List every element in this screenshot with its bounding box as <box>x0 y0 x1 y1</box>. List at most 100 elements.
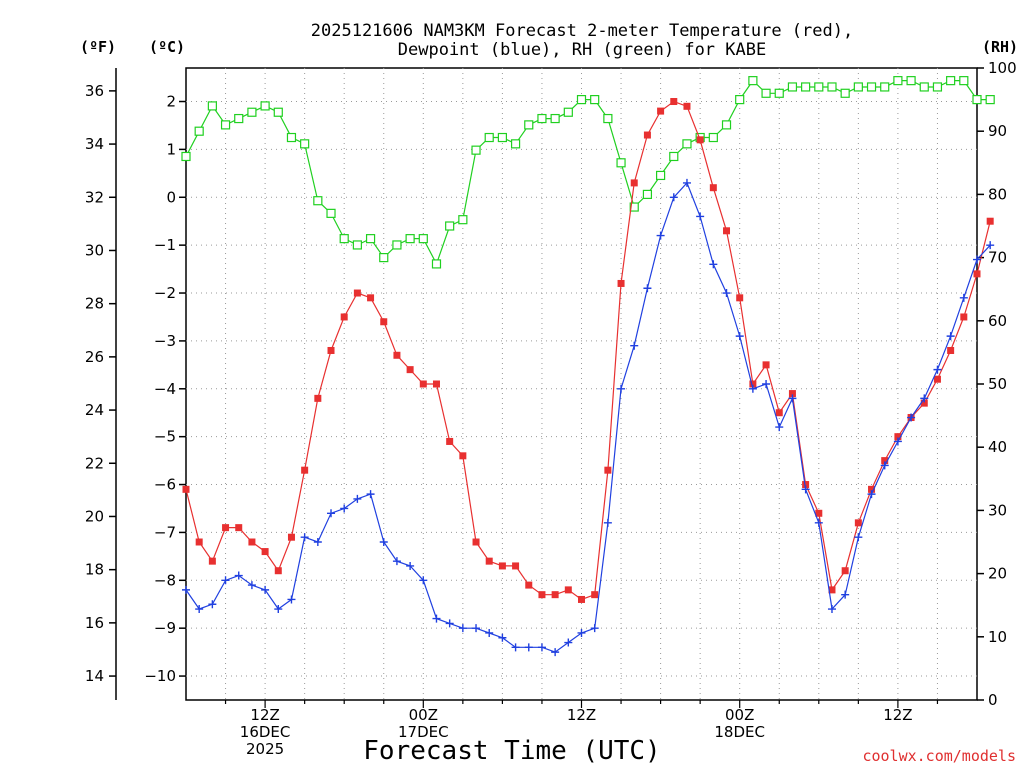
temperature-point <box>472 538 480 546</box>
dewpoint-point <box>590 624 599 633</box>
celsius-tick-label: −2 <box>154 284 176 302</box>
rh-point <box>510 139 521 149</box>
dewpoint-point <box>986 241 995 250</box>
dewpoint-point <box>208 600 217 609</box>
chart-title-line2: Dewpoint (blue), RH (green) for KABE <box>398 40 766 60</box>
dewpoint-point <box>735 332 744 341</box>
dewpoint-point <box>669 193 678 202</box>
fahrenheit-tick-label: 14 <box>85 667 104 685</box>
rh-point <box>207 101 217 111</box>
x-tick-label: 18DEC <box>714 723 765 741</box>
x-tick-label: 12Z <box>567 706 596 724</box>
temperature-point <box>788 390 796 398</box>
rh-point <box>352 240 362 250</box>
rh-point <box>972 94 982 105</box>
rh-tick-label: 80 <box>988 185 1007 203</box>
celsius-tick-label: −10 <box>144 667 176 685</box>
rh-point <box>801 82 811 92</box>
rh-unit-label: (RH) <box>982 38 1018 56</box>
celsius-tick-label: −4 <box>154 380 176 398</box>
dewpoint-point <box>920 394 929 403</box>
temperature-point <box>406 366 414 374</box>
temperature-point <box>604 466 612 474</box>
rh-point <box>524 120 534 130</box>
rh-tick-label: 40 <box>988 438 1007 456</box>
temperature-point <box>222 524 230 532</box>
dewpoint-line <box>185 181 991 653</box>
temperature-point <box>643 131 651 139</box>
dewpoint-point <box>300 533 309 542</box>
temperature-point <box>973 270 981 278</box>
rh-tick-label: 70 <box>988 249 1007 267</box>
temperature-point <box>657 107 665 115</box>
celsius-unit-label: (ºC) <box>149 38 185 56</box>
dewpoint-point <box>577 628 586 637</box>
rh-point <box>814 82 824 92</box>
dewpoint-point <box>630 341 639 350</box>
temperature-point <box>617 279 625 287</box>
x-tick-label: 00Z <box>409 706 438 724</box>
dewpoint-point <box>379 538 388 546</box>
dewpoint-point <box>603 518 612 527</box>
rh-point <box>629 202 639 212</box>
rh-point <box>313 196 323 206</box>
rh-point <box>471 145 481 155</box>
rh-point <box>840 88 850 98</box>
dewpoint-point <box>261 585 270 594</box>
fahrenheit-tick-label: 34 <box>85 135 104 153</box>
rh-point <box>682 139 692 149</box>
dewpoint-point <box>472 624 481 633</box>
axis-ticks: −10−9−8−7−6−5−4−3−2−10121416182022242628… <box>85 59 1017 758</box>
rh-line <box>185 79 991 266</box>
rh-point <box>181 151 191 162</box>
temperature-point <box>933 375 941 383</box>
credit-text: coolwx.com/models <box>862 747 1016 765</box>
rh-point <box>774 88 784 98</box>
temperature-point <box>340 313 348 321</box>
celsius-tick-label: −9 <box>154 619 176 637</box>
rh-tick-label: 10 <box>988 628 1007 646</box>
rh-point <box>932 82 943 92</box>
rh-point <box>365 234 376 244</box>
dewpoint-point <box>709 260 718 269</box>
temperature-point <box>208 557 216 565</box>
temperature-point <box>564 586 572 594</box>
rh-point <box>273 107 283 117</box>
temperature-point <box>894 433 902 441</box>
dewpoint-point <box>498 633 507 642</box>
fahrenheit-tick-label: 26 <box>85 348 104 366</box>
fahrenheit-tick-label: 32 <box>85 188 104 206</box>
temperature-point <box>393 351 401 359</box>
temperature-point <box>630 179 638 187</box>
dewpoint-point <box>234 571 243 580</box>
celsius-tick-label: −5 <box>154 428 176 446</box>
dewpoint-point <box>854 533 863 542</box>
rh-point <box>418 234 428 244</box>
rh-point <box>445 221 455 231</box>
rh-point <box>576 94 587 105</box>
temperature-line <box>185 100 991 601</box>
rh-point <box>286 132 297 143</box>
fahrenheit-unit-label: (ºF) <box>80 38 116 56</box>
fahrenheit-tick-label: 36 <box>85 82 104 100</box>
temperature-point <box>696 136 704 144</box>
temperature-point <box>327 346 335 354</box>
temperature-point <box>432 380 440 388</box>
rh-tick-label: 90 <box>988 122 1007 140</box>
dewpoint-point <box>287 595 296 604</box>
rh-point <box>260 101 270 111</box>
rh-point <box>379 253 389 263</box>
dewpoint-point <box>353 494 362 503</box>
x-tick-label: 2025 <box>246 740 284 758</box>
temperature-point <box>578 595 585 603</box>
rh-point <box>655 170 666 181</box>
celsius-tick-label: −3 <box>154 332 176 350</box>
rh-point <box>853 82 863 92</box>
celsius-tick-label: 1 <box>166 140 176 158</box>
temperature-point <box>301 466 309 474</box>
dewpoint-point <box>327 509 336 518</box>
x-tick-label: 12Z <box>883 706 912 724</box>
dewpoint-point <box>485 628 494 637</box>
rh-point <box>761 88 771 98</box>
